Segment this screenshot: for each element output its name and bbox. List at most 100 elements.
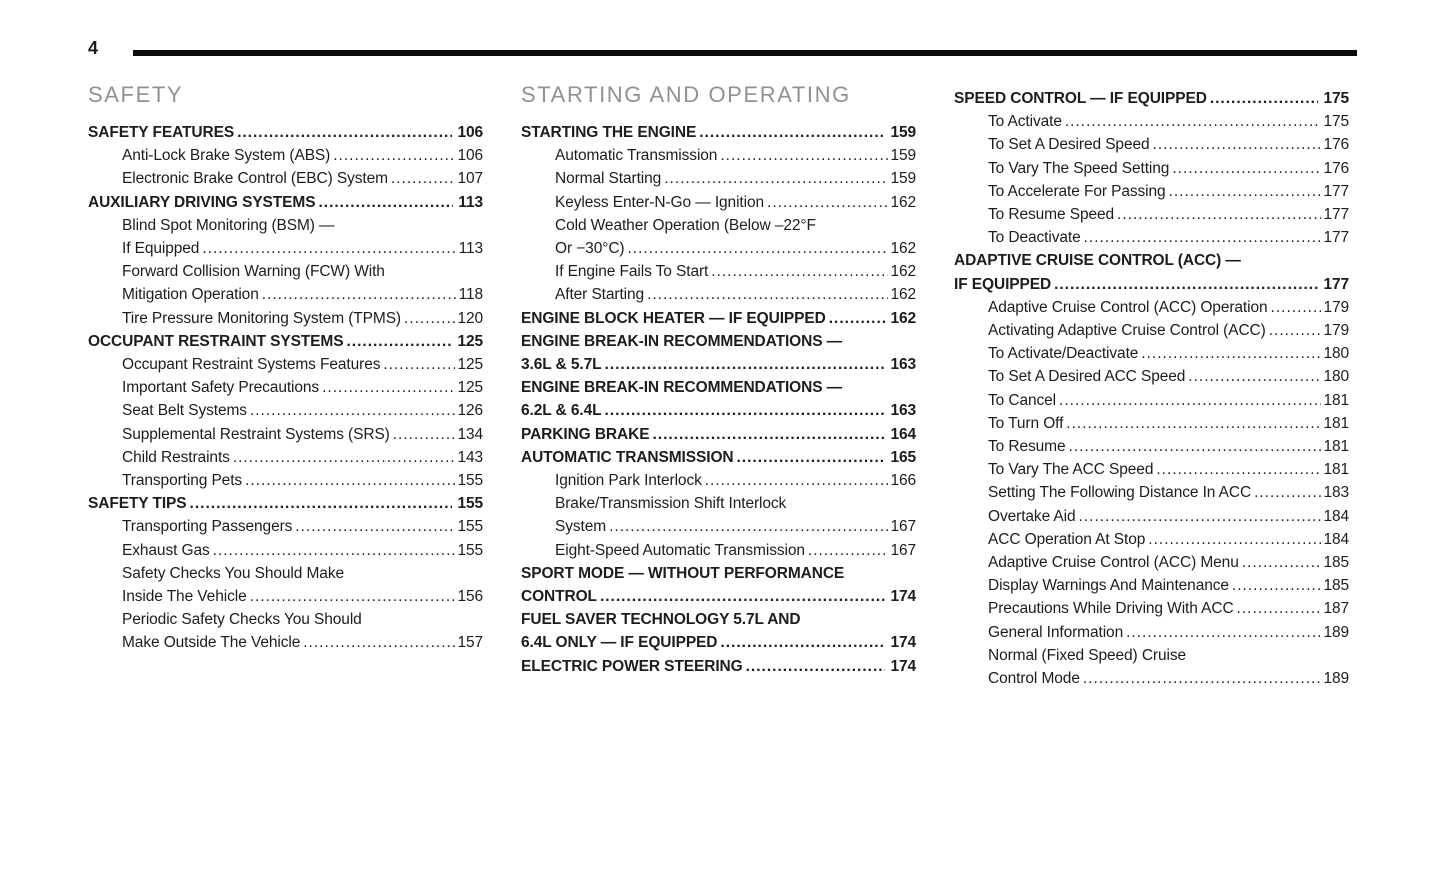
toc-page-number: 120 <box>457 309 483 327</box>
toc-page-number: 113 <box>458 193 483 211</box>
toc-column-2: STARTING AND OPERATING STARTING THE ENGIN… <box>521 82 916 678</box>
toc-entry-section: AUTOMATIC TRANSMISSION 165 <box>521 446 916 469</box>
toc-entry-section: 6.2L & 6.4L 163 <box>521 399 916 422</box>
toc-entry-section: STARTING THE ENGINE 159 <box>521 121 916 144</box>
toc-entry-topic: To Deactivate 177 <box>954 226 1349 249</box>
toc-leader-dots <box>1254 481 1321 504</box>
toc-entry-topic: If Equipped 113 <box>88 237 483 260</box>
toc-page-number: 187 <box>1323 600 1349 618</box>
toc-leader-dots <box>604 353 885 376</box>
toc-page-number: 162 <box>890 286 916 304</box>
toc-entry-topic: Transporting Pets 155 <box>88 469 483 492</box>
toc-leader-dots <box>1083 667 1322 690</box>
toc-leader-dots <box>262 283 457 306</box>
toc-entry-title: 6.2L & 6.4L <box>521 402 602 420</box>
toc-entry-topic: To Activate 175 <box>954 110 1349 133</box>
toc-entry-title: Display Warnings And Maintenance <box>988 577 1229 595</box>
toc-page-number: 174 <box>890 588 916 606</box>
toc-leader-dots <box>303 631 455 654</box>
toc-entry-title: Automatic Transmission <box>555 147 718 165</box>
toc-entry-section: 3.6L & 5.7L 163 <box>521 353 916 376</box>
toc-leader-dots <box>711 260 888 283</box>
toc-page-number: 163 <box>890 402 916 420</box>
toc-page-number: 174 <box>890 634 916 652</box>
toc-entry-topic: General Information 189 <box>954 621 1349 644</box>
toc-entry-topic: Control Mode 189 <box>954 667 1349 690</box>
toc-entry-title: STARTING THE ENGINE <box>521 124 697 141</box>
toc-page-number: 155 <box>457 518 483 536</box>
section-heading: STARTING AND OPERATING <box>521 82 851 107</box>
toc-entry-section: 6.4L ONLY — IF EQUIPPED 174 <box>521 631 916 654</box>
toc-leader-dots <box>1069 435 1322 458</box>
toc-entry-topic: Safety Checks You Should Make <box>88 562 483 585</box>
toc-entry-title: To Deactivate <box>988 229 1081 247</box>
toc-leader-dots <box>1210 87 1319 110</box>
toc-page-number: 159 <box>890 147 916 165</box>
toc-leader-dots <box>705 469 889 492</box>
toc-page-number: 162 <box>890 309 916 327</box>
toc-entry-title: AUTOMATIC TRANSMISSION <box>521 448 734 466</box>
toc-entry-title: Supplemental Restraint Systems (SRS) <box>122 425 390 443</box>
toc-page-number: 180 <box>1323 345 1349 363</box>
toc-entry-title: 3.6L & 5.7L <box>521 356 602 374</box>
toc-leader-dots <box>1242 551 1322 574</box>
toc-page-number: 125 <box>457 379 483 397</box>
toc-leader-dots <box>1237 597 1322 620</box>
toc-entry-title: SAFETY FEATURES <box>88 124 235 141</box>
toc-leader-dots <box>652 423 885 446</box>
toc-entry-title: Precautions While Driving With ACC <box>988 600 1234 618</box>
toc-entry-title: Mitigation Operation <box>122 286 259 304</box>
toc-entry-topic: Setting The Following Distance In ACC 183 <box>954 481 1349 504</box>
toc-entry-title: To Resume Speed <box>988 206 1115 224</box>
toc-entry-section: ENGINE BLOCK HEATER — IF EQUIPPED 162 <box>521 307 916 330</box>
toc-entry-topic: Brake/Transmission Shift Interlock <box>521 492 916 515</box>
toc-page-number: 177 <box>1323 275 1349 293</box>
toc-page-number: 179 <box>1323 298 1349 316</box>
toc-leader-dots <box>720 631 885 654</box>
toc-entry-section: SAFETY TIPS 155 <box>88 492 483 515</box>
toc-entry-title: To Set A Desired Speed <box>988 136 1150 154</box>
toc-entry-title: AUXILIARY DRIVING SYSTEMS <box>88 193 316 211</box>
toc-leader-dots <box>1172 157 1321 180</box>
toc-entry-section: SPEED CONTROL — IF EQUIPPED 175 <box>954 87 1349 110</box>
toc-leader-dots <box>1066 412 1321 435</box>
toc-entry-section: SAFETY FEATURES 106 <box>88 121 483 144</box>
toc-entry-title: SPORT MODE — WITHOUT PERFORMANCE <box>521 564 845 582</box>
toc-page-number: 106 <box>457 124 483 141</box>
toc-leader-dots <box>393 423 456 446</box>
toc-page-number: 177 <box>1323 182 1349 200</box>
toc-entry-title: ELECTRIC POWER STEERING <box>521 657 743 675</box>
toc-entry-topic: Normal (Fixed Speed) Cruise <box>954 644 1349 667</box>
toc-entry-topic: Normal Starting 159 <box>521 167 916 190</box>
toc-leader-dots <box>346 330 452 353</box>
toc-entry-title: Electronic Brake Control (EBC) System <box>122 170 388 188</box>
toc-entry-title: To Accelerate For Passing <box>988 182 1166 200</box>
toc-leader-dots <box>627 237 888 260</box>
toc-entry-title: After Starting <box>555 286 645 304</box>
toc-leader-dots <box>1188 365 1321 388</box>
toc-entry-section: SPORT MODE — WITHOUT PERFORMANCE <box>521 562 916 585</box>
toc-page-number: 155 <box>457 541 483 559</box>
toc-page-number: 163 <box>890 356 916 374</box>
toc-leader-dots <box>1269 319 1322 342</box>
toc-entry-title: Setting The Following Distance In ACC <box>988 484 1252 502</box>
toc-leader-dots <box>295 515 455 538</box>
toc-leader-dots <box>720 144 888 167</box>
toc-entry-title: SAFETY TIPS <box>88 495 187 513</box>
toc-entry-topic: Overtake Aid 184 <box>954 505 1349 528</box>
toc-leader-dots <box>1059 389 1321 412</box>
toc-entry-topic: Exhaust Gas 155 <box>88 539 483 562</box>
toc-entry-topic: Anti-Lock Brake System (ABS) 106 <box>88 144 483 167</box>
toc-page-number: 162 <box>890 240 916 258</box>
header-rule <box>133 50 1357 56</box>
toc-entry-title: Adaptive Cruise Control (ACC) Menu <box>988 554 1239 572</box>
toc-leader-dots <box>190 492 453 515</box>
toc-entry-title: Adaptive Cruise Control (ACC) Operation <box>988 298 1268 316</box>
toc-entry-topic: Supplemental Restraint Systems (SRS) 134 <box>88 423 483 446</box>
toc-entry-topic: To Vary The Speed Setting 176 <box>954 157 1349 180</box>
toc-leader-dots <box>391 167 456 190</box>
toc-entry-topic: Transporting Passengers 155 <box>88 515 483 538</box>
toc-entry-topic: Make Outside The Vehicle 157 <box>88 631 483 654</box>
toc-entry-topic: To Turn Off 181 <box>954 412 1349 435</box>
